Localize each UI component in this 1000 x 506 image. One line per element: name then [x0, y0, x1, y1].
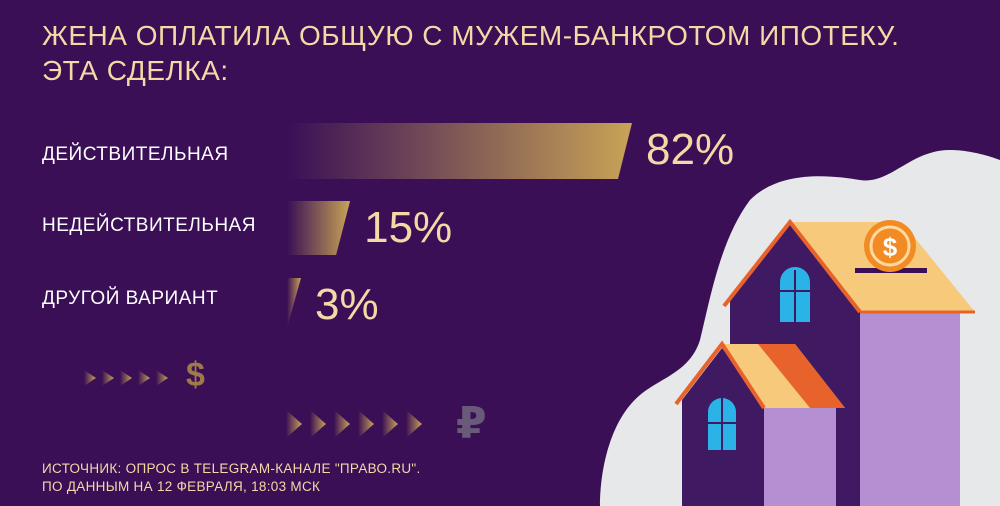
ruble-icon: ₽	[456, 399, 487, 448]
source-note: ИСТОЧНИК: ОПРОС В TELEGRAM-КАНАЛЕ "ПРАВО…	[42, 460, 421, 496]
arrow-row-icon	[286, 410, 422, 438]
value-label-invalid: 15%	[364, 203, 453, 252]
title-line-2: ЭТА СДЕЛКА:	[42, 55, 229, 86]
source-line-2: ПО ДАННЫМ НА 12 ФЕВРАЛЯ, 18:03 МСК	[42, 479, 321, 494]
bar-valid	[287, 123, 632, 179]
chart-title: ЖЕНА ОПЛАТИЛА ОБЩУЮ С МУЖЕМ-БАНКРОТОМ ИП…	[42, 18, 899, 88]
source-line-1: ИСТОЧНИК: ОПРОС В TELEGRAM-КАНАЛЕ "ПРАВО…	[42, 461, 421, 476]
svg-text:$: $	[883, 232, 898, 262]
title-line-1: ЖЕНА ОПЛАТИЛА ОБЩУЮ С МУЖЕМ-БАНКРОТОМ ИП…	[42, 20, 900, 51]
value-label-other: 3%	[315, 280, 379, 329]
value-label-valid: 82%	[646, 125, 735, 174]
category-label-other: ДРУГОЙ ВАРИАНТ	[42, 288, 219, 309]
arrow-row-icon	[84, 370, 168, 386]
dollar-icon: $	[186, 356, 205, 394]
category-label-invalid: НЕДЕЙСТВИТЕЛЬНАЯ	[42, 215, 256, 236]
coin-icon: $	[864, 220, 916, 272]
category-label-valid: ДЕЙСТВИТЕЛЬНАЯ	[42, 144, 229, 165]
